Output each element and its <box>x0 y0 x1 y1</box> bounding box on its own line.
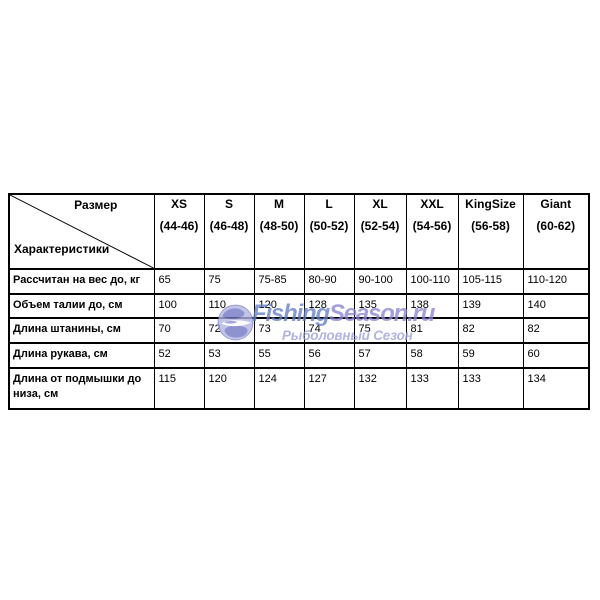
column-header-xl: XL (52-54) <box>353 193 407 270</box>
size-range: (50-52) <box>309 219 349 233</box>
row-label-cell: Рассчитан на вес до, кг <box>8 268 155 295</box>
value-cell: 133 <box>405 367 459 410</box>
column-header-l: L (50-52) <box>303 193 355 270</box>
value-cell: 139 <box>457 293 524 319</box>
size-name: S <box>224 197 233 211</box>
size-name: XL <box>372 197 388 211</box>
value-cell: 75 <box>353 317 407 344</box>
value-cell: 59 <box>457 342 524 369</box>
value-cell: 55 <box>253 342 305 369</box>
column-header-kingsize: KingSize (56-58) <box>457 193 524 270</box>
value-cell: 105-115 <box>457 268 524 295</box>
value-cell: 128 <box>303 293 355 319</box>
value-cell: 127 <box>303 367 355 410</box>
value-cell: 56 <box>303 342 355 369</box>
column-header-s: S (46-48) <box>203 193 255 270</box>
size-range: (60-62) <box>536 219 576 233</box>
column-header-m: M (48-50) <box>253 193 305 270</box>
value-cell: 115 <box>153 367 205 410</box>
value-cell: 110 <box>203 293 255 319</box>
diagonal-divider <box>10 196 153 267</box>
value-cell: 135 <box>353 293 407 319</box>
value-cell: 134 <box>522 367 590 410</box>
value-cell: 72 <box>203 317 255 344</box>
table-row: Длина рукава, см 52 53 55 56 57 58 59 60 <box>8 342 590 369</box>
corner-characteristics-label: Характеристики <box>14 242 110 256</box>
value-cell: 120 <box>203 367 255 410</box>
size-range: (52-54) <box>360 219 400 233</box>
size-range: (54-56) <box>412 219 452 233</box>
value-cell: 140 <box>522 293 590 319</box>
corner-size-label: Размер <box>74 198 118 212</box>
size-name: KingSize <box>465 197 516 211</box>
value-cell: 75-85 <box>253 268 305 295</box>
value-cell: 74 <box>303 317 355 344</box>
size-range: (48-50) <box>259 219 299 233</box>
value-cell: 75 <box>203 268 255 295</box>
value-cell: 70 <box>153 317 205 344</box>
value-cell: 80-90 <box>303 268 355 295</box>
row-label-cell: Длина от подмышки до низа, см <box>8 367 155 410</box>
column-header-xs: XS (44-46) <box>153 193 205 270</box>
value-cell: 110-120 <box>522 268 590 295</box>
column-header-xxl: XXL (54-56) <box>405 193 459 270</box>
value-cell: 124 <box>253 367 305 410</box>
value-cell: 138 <box>405 293 459 319</box>
header-row: Размер Характеристики XS (44-46) S (46-48) M (4… <box>8 193 590 270</box>
value-cell: 133 <box>457 367 524 410</box>
size-name: XXL <box>420 197 444 211</box>
table-row: Длина штанины, см 70 72 73 74 75 81 82 82 <box>8 317 590 344</box>
size-chart-table: Размер Характеристики XS (44-46) S (46-48) M (4… <box>8 193 590 410</box>
value-cell: 132 <box>353 367 407 410</box>
value-cell: 73 <box>253 317 305 344</box>
value-cell: 57 <box>353 342 407 369</box>
value-cell: 58 <box>405 342 459 369</box>
table-row: Объем талии до, см 100 110 120 128 135 138 139 1… <box>8 293 590 319</box>
value-cell: 82 <box>522 317 590 344</box>
size-name: M <box>274 197 284 211</box>
value-cell: 52 <box>153 342 205 369</box>
value-cell: 82 <box>457 317 524 344</box>
size-range: (46-48) <box>209 219 249 233</box>
table-body: Рассчитан на вес до, кг 65 75 75-85 80-90 90-… <box>8 268 590 410</box>
value-cell: 90-100 <box>353 268 407 295</box>
table-row: Рассчитан на вес до, кг 65 75 75-85 80-90 90-… <box>8 268 590 295</box>
size-name: L <box>325 197 333 211</box>
value-cell: 65 <box>153 268 205 295</box>
size-name: XS <box>170 197 187 211</box>
size-range: (56-58) <box>471 219 510 233</box>
value-cell: 53 <box>203 342 255 369</box>
corner-header-cell: Размер Характеристики <box>8 193 155 270</box>
table-row: Длина от подмышки до низа, см 115 120 124 12… <box>8 367 590 410</box>
size-range: (44-46) <box>159 219 199 233</box>
size-name: Giant <box>540 197 572 211</box>
value-cell: 100 <box>153 293 205 319</box>
value-cell: 100-110 <box>405 268 459 295</box>
value-cell: 81 <box>405 317 459 344</box>
column-header-giant: Giant (60-62) <box>522 193 590 270</box>
row-label-cell: Длина рукава, см <box>8 342 155 369</box>
value-cell: 120 <box>253 293 305 319</box>
row-label-cell: Объем талии до, см <box>8 293 155 319</box>
table-header: Размер Характеристики XS (44-46) S (46-48) M (4… <box>8 193 590 270</box>
row-label-cell: Длина штанины, см <box>8 317 155 344</box>
value-cell: 60 <box>522 342 590 369</box>
